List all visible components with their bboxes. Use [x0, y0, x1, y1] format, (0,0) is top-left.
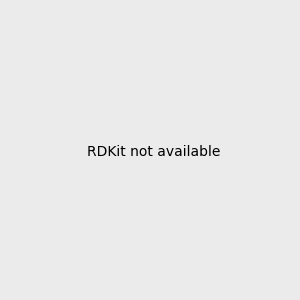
Text: RDKit not available: RDKit not available	[87, 145, 220, 158]
